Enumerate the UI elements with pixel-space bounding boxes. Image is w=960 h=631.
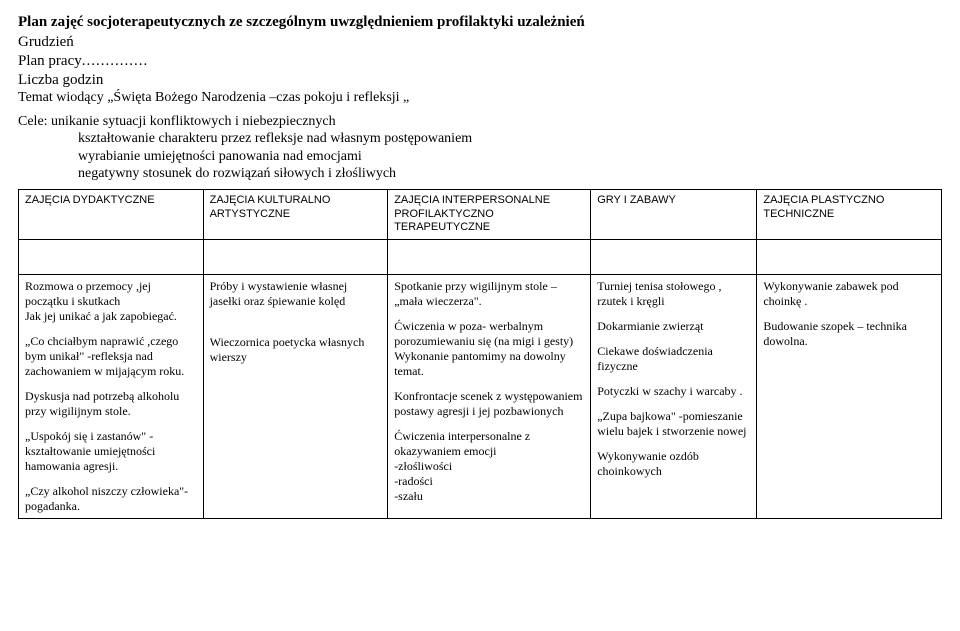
col-header-1: ZAJĘCIA KULTURALNO ARTYSTYCZNE: [203, 189, 388, 239]
goals-block: Cele: unikanie sytuacji konfliktowych i …: [18, 113, 942, 183]
goal-2: wyrabianie umiejętności panowania nad em…: [18, 148, 942, 166]
col-header-0: ZAJĘCIA DYDAKTYCZNE: [19, 189, 204, 239]
para: „Czy alkohol niszczy człowieka"-pogadank…: [25, 484, 197, 514]
goal-1: kształtowanie charakteru przez refleksje…: [18, 130, 942, 148]
para: Ćwiczenia w poza- werbalnym porozumiewan…: [394, 319, 584, 379]
para: Budowanie szopek – technika dowolna.: [763, 319, 935, 349]
goal-3: negatywny stosunek do rozwiązań siłowych…: [18, 165, 942, 183]
plan-label: Plan pracy: [18, 53, 82, 69]
cell-interpersonalne: Spotkanie przy wigilijnym stole –„mała w…: [388, 275, 591, 519]
col-header-2: ZAJĘCIA INTERPERSONALNE PROFILAKTYCZNO T…: [388, 189, 591, 239]
cell-plastyczno: Wykonywanie zabawek pod choinkę . Budowa…: [757, 275, 942, 519]
table-content-row: Rozmowa o przemocy ,jej początku i skutk…: [19, 275, 942, 519]
para: Potyczki w szachy i warcaby .: [597, 384, 750, 399]
col-header-4: ZAJĘCIA PLASTYCZNO TECHNICZNE: [757, 189, 942, 239]
text: Jak jej unikać a jak zapobiegać.: [25, 309, 177, 323]
page-root: Plan zajęć socjoterapeutycznych ze szcze…: [0, 0, 960, 533]
dots: ..............: [82, 53, 149, 69]
spacer-cell: [388, 240, 591, 275]
para: „Uspokój się i zastanów" - kształtowanie…: [25, 429, 197, 474]
spacer-row: [19, 240, 942, 275]
plan-line: Plan pracy..............: [18, 52, 942, 71]
para: Spotkanie przy wigilijnym stole –„mała w…: [394, 279, 584, 309]
activities-table: ZAJĘCIA DYDAKTYCZNE ZAJĘCIA KULTURALNO A…: [18, 189, 942, 519]
para: Ciekawe doświadczenia fizyczne: [597, 344, 750, 374]
para: Ćwiczenia interpersonalne z okazywaniem …: [394, 429, 584, 504]
para: Dokarmianie zwierząt: [597, 319, 750, 334]
text: -radości: [394, 474, 433, 488]
para: Wykonywanie zabawek pod choinkę .: [763, 279, 935, 309]
cell-gry: Turniej tenisa stołowego , rzutek i kręg…: [591, 275, 757, 519]
text: Rozmowa o przemocy ,jej początku i skutk…: [25, 279, 151, 308]
para: Próby i wystawienie własnej jasełki oraz…: [210, 279, 382, 309]
document-title: Plan zajęć socjoterapeutycznych ze szcze…: [18, 14, 942, 31]
spacer-cell: [203, 240, 388, 275]
month-line: Grudzień: [18, 33, 942, 52]
para: Rozmowa o przemocy ,jej początku i skutk…: [25, 279, 197, 324]
para: Wieczornica poetycka własnych wierszy: [210, 335, 382, 365]
text: Ćwiczenia interpersonalne z okazywaniem …: [394, 429, 530, 458]
cell-dydaktyczne: Rozmowa o przemocy ,jej początku i skutk…: [19, 275, 204, 519]
para: Turniej tenisa stołowego , rzutek i kręg…: [597, 279, 750, 309]
para: Dyskusja nad potrzebą alkoholu przy wigi…: [25, 389, 197, 419]
spacer-cell: [591, 240, 757, 275]
text: -złośliwości: [394, 459, 452, 473]
spacer-cell: [757, 240, 942, 275]
para: „Zupa bajkowa" -pomieszanie wielu bajek …: [597, 409, 750, 439]
para: Wykonywanie ozdób choinkowych: [597, 449, 750, 479]
text: -szału: [394, 489, 423, 503]
col-header-3: GRY I ZABAWY: [591, 189, 757, 239]
hours-line: Liczba godzin: [18, 71, 942, 90]
cell-kulturalno: Próby i wystawienie własnej jasełki oraz…: [203, 275, 388, 519]
table-header-row: ZAJĘCIA DYDAKTYCZNE ZAJĘCIA KULTURALNO A…: [19, 189, 942, 239]
theme-line: Temat wiodący „Święta Bożego Narodzenia …: [18, 89, 942, 107]
spacer-cell: [19, 240, 204, 275]
goals-label: Cele: unikanie sytuacji konfliktowych i …: [18, 113, 942, 131]
para: „Co chciałbym naprawić ,czego bym unikał…: [25, 334, 197, 379]
para: Konfrontacje scenek z występowaniem post…: [394, 389, 584, 419]
